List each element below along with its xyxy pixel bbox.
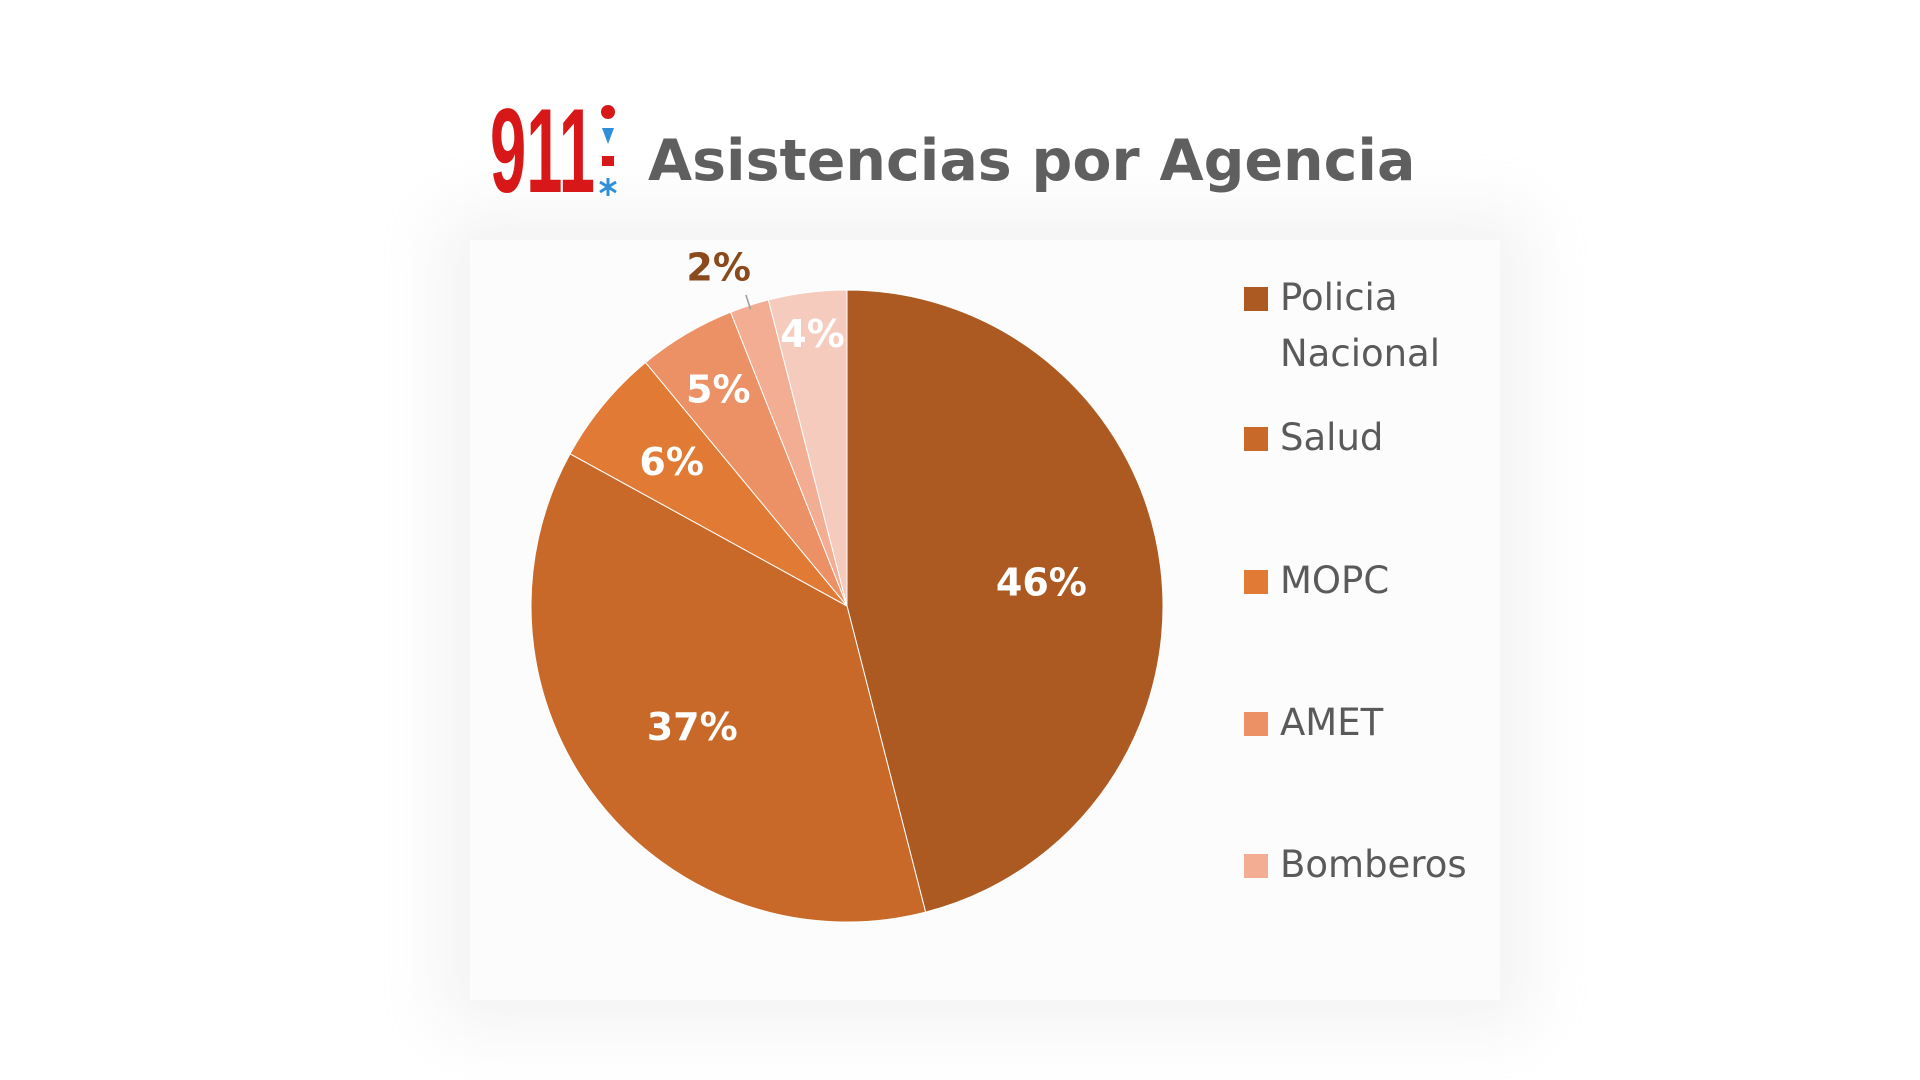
legend-swatch <box>1244 287 1268 311</box>
data-label: 6% <box>639 440 704 484</box>
svg-text:911: 911 <box>490 100 595 200</box>
911-logo: 911 <box>490 100 617 200</box>
legend-label: MOPC <box>1280 559 1390 602</box>
data-label: 5% <box>686 367 751 411</box>
pie-slice <box>846 289 1164 913</box>
legend-swatch <box>1244 427 1268 451</box>
legend-item: Policia Nacional <box>1244 270 1460 382</box>
legend-label: AMET <box>1280 701 1384 744</box>
data-label: 2% <box>686 245 751 289</box>
legend-item: MOPC <box>1244 553 1389 609</box>
legend-swatch <box>1244 570 1268 594</box>
legend-label: Bomberos <box>1280 843 1467 886</box>
legend-label: Salud <box>1280 416 1384 459</box>
legend-label: Policia Nacional <box>1280 276 1441 375</box>
chart-title: Asistencias por Agencia <box>648 128 1416 194</box>
pie-slice <box>569 361 848 607</box>
data-label: 4% <box>780 312 845 356</box>
data-label: 46% <box>996 560 1087 604</box>
legend-item: AMET <box>1244 695 1383 751</box>
data-label: 37% <box>647 705 738 749</box>
legend-item: Bomberos <box>1244 837 1467 893</box>
legend-swatch <box>1244 712 1268 736</box>
pie-slice <box>530 453 927 923</box>
legend-item: Salud <box>1244 410 1383 466</box>
leader-line <box>745 294 752 310</box>
pie-slice <box>767 289 848 607</box>
legend-swatch <box>1244 854 1268 878</box>
